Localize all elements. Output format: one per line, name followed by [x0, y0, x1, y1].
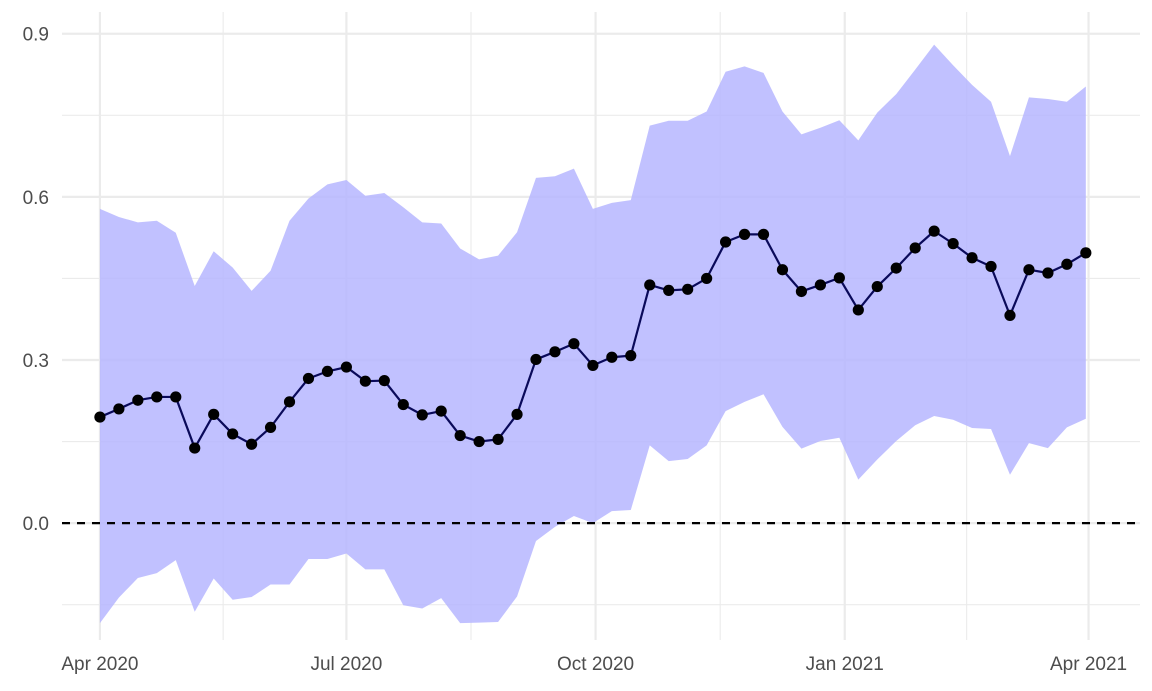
data-point [492, 433, 504, 445]
x-tick-label: Oct 2020 [557, 654, 634, 675]
data-point [1080, 247, 1092, 259]
data-point [568, 338, 580, 350]
data-point [663, 284, 675, 296]
x-tick-label: Apr 2020 [61, 654, 138, 675]
data-point [625, 350, 637, 362]
data-point [321, 365, 334, 378]
data-point [132, 394, 144, 406]
data-point [757, 228, 770, 240]
data-point [606, 351, 618, 363]
data-point [644, 279, 656, 291]
data-point [245, 438, 258, 450]
data-point [795, 285, 808, 298]
data-point [170, 391, 182, 403]
y-tick-label: 0.3 [23, 351, 49, 372]
data-point [738, 228, 751, 240]
data-point [94, 411, 106, 423]
data-point [776, 264, 789, 276]
data-point [947, 238, 959, 250]
data-point [701, 272, 713, 285]
data-point [966, 252, 978, 264]
data-point [359, 375, 371, 387]
data-point [113, 403, 125, 415]
data-point [985, 260, 997, 273]
data-point [340, 361, 352, 373]
data-point [473, 435, 485, 448]
data-point [587, 359, 599, 372]
data-point [416, 409, 428, 421]
y-tick-label: 0.0 [23, 514, 49, 535]
data-point [151, 391, 163, 403]
data-point [909, 242, 921, 254]
data-point [1042, 267, 1054, 279]
x-tick-label: Jan 2021 [806, 654, 884, 675]
data-point [1004, 309, 1016, 321]
data-point [852, 304, 864, 316]
data-point [814, 279, 826, 291]
data-point [1061, 258, 1073, 270]
data-point [530, 353, 542, 366]
data-point [283, 396, 296, 408]
data-point [890, 262, 902, 274]
data-point [682, 283, 694, 295]
data-point [511, 408, 523, 420]
data-point [871, 280, 883, 293]
data-point [189, 442, 201, 454]
data-point [928, 225, 940, 237]
data-point [454, 429, 466, 442]
data-point [549, 346, 561, 358]
data-point [227, 428, 239, 440]
data-point [833, 272, 845, 284]
data-point [397, 398, 409, 411]
confidence-band [99, 44, 1086, 624]
y-tick-label: 0.6 [23, 188, 49, 209]
x-tick-label: Apr 2021 [1050, 654, 1127, 675]
data-point [435, 405, 447, 417]
data-point [378, 375, 390, 387]
data-point [264, 421, 277, 434]
y-tick-label: 0.9 [23, 25, 49, 46]
x-axis-tick-labels: Apr 2020 Jul 2020 Oct 2020 Jan 2021 Apr 2021 [61, 654, 1127, 675]
data-point [208, 408, 220, 420]
x-tick-label: Jul 2020 [310, 654, 382, 675]
data-point [1023, 264, 1035, 276]
data-point [302, 372, 315, 385]
data-points [94, 225, 1092, 454]
data-point [719, 236, 732, 248]
y-axis-tick-labels: 0.0 0.3 0.6 0.9 [23, 25, 49, 535]
